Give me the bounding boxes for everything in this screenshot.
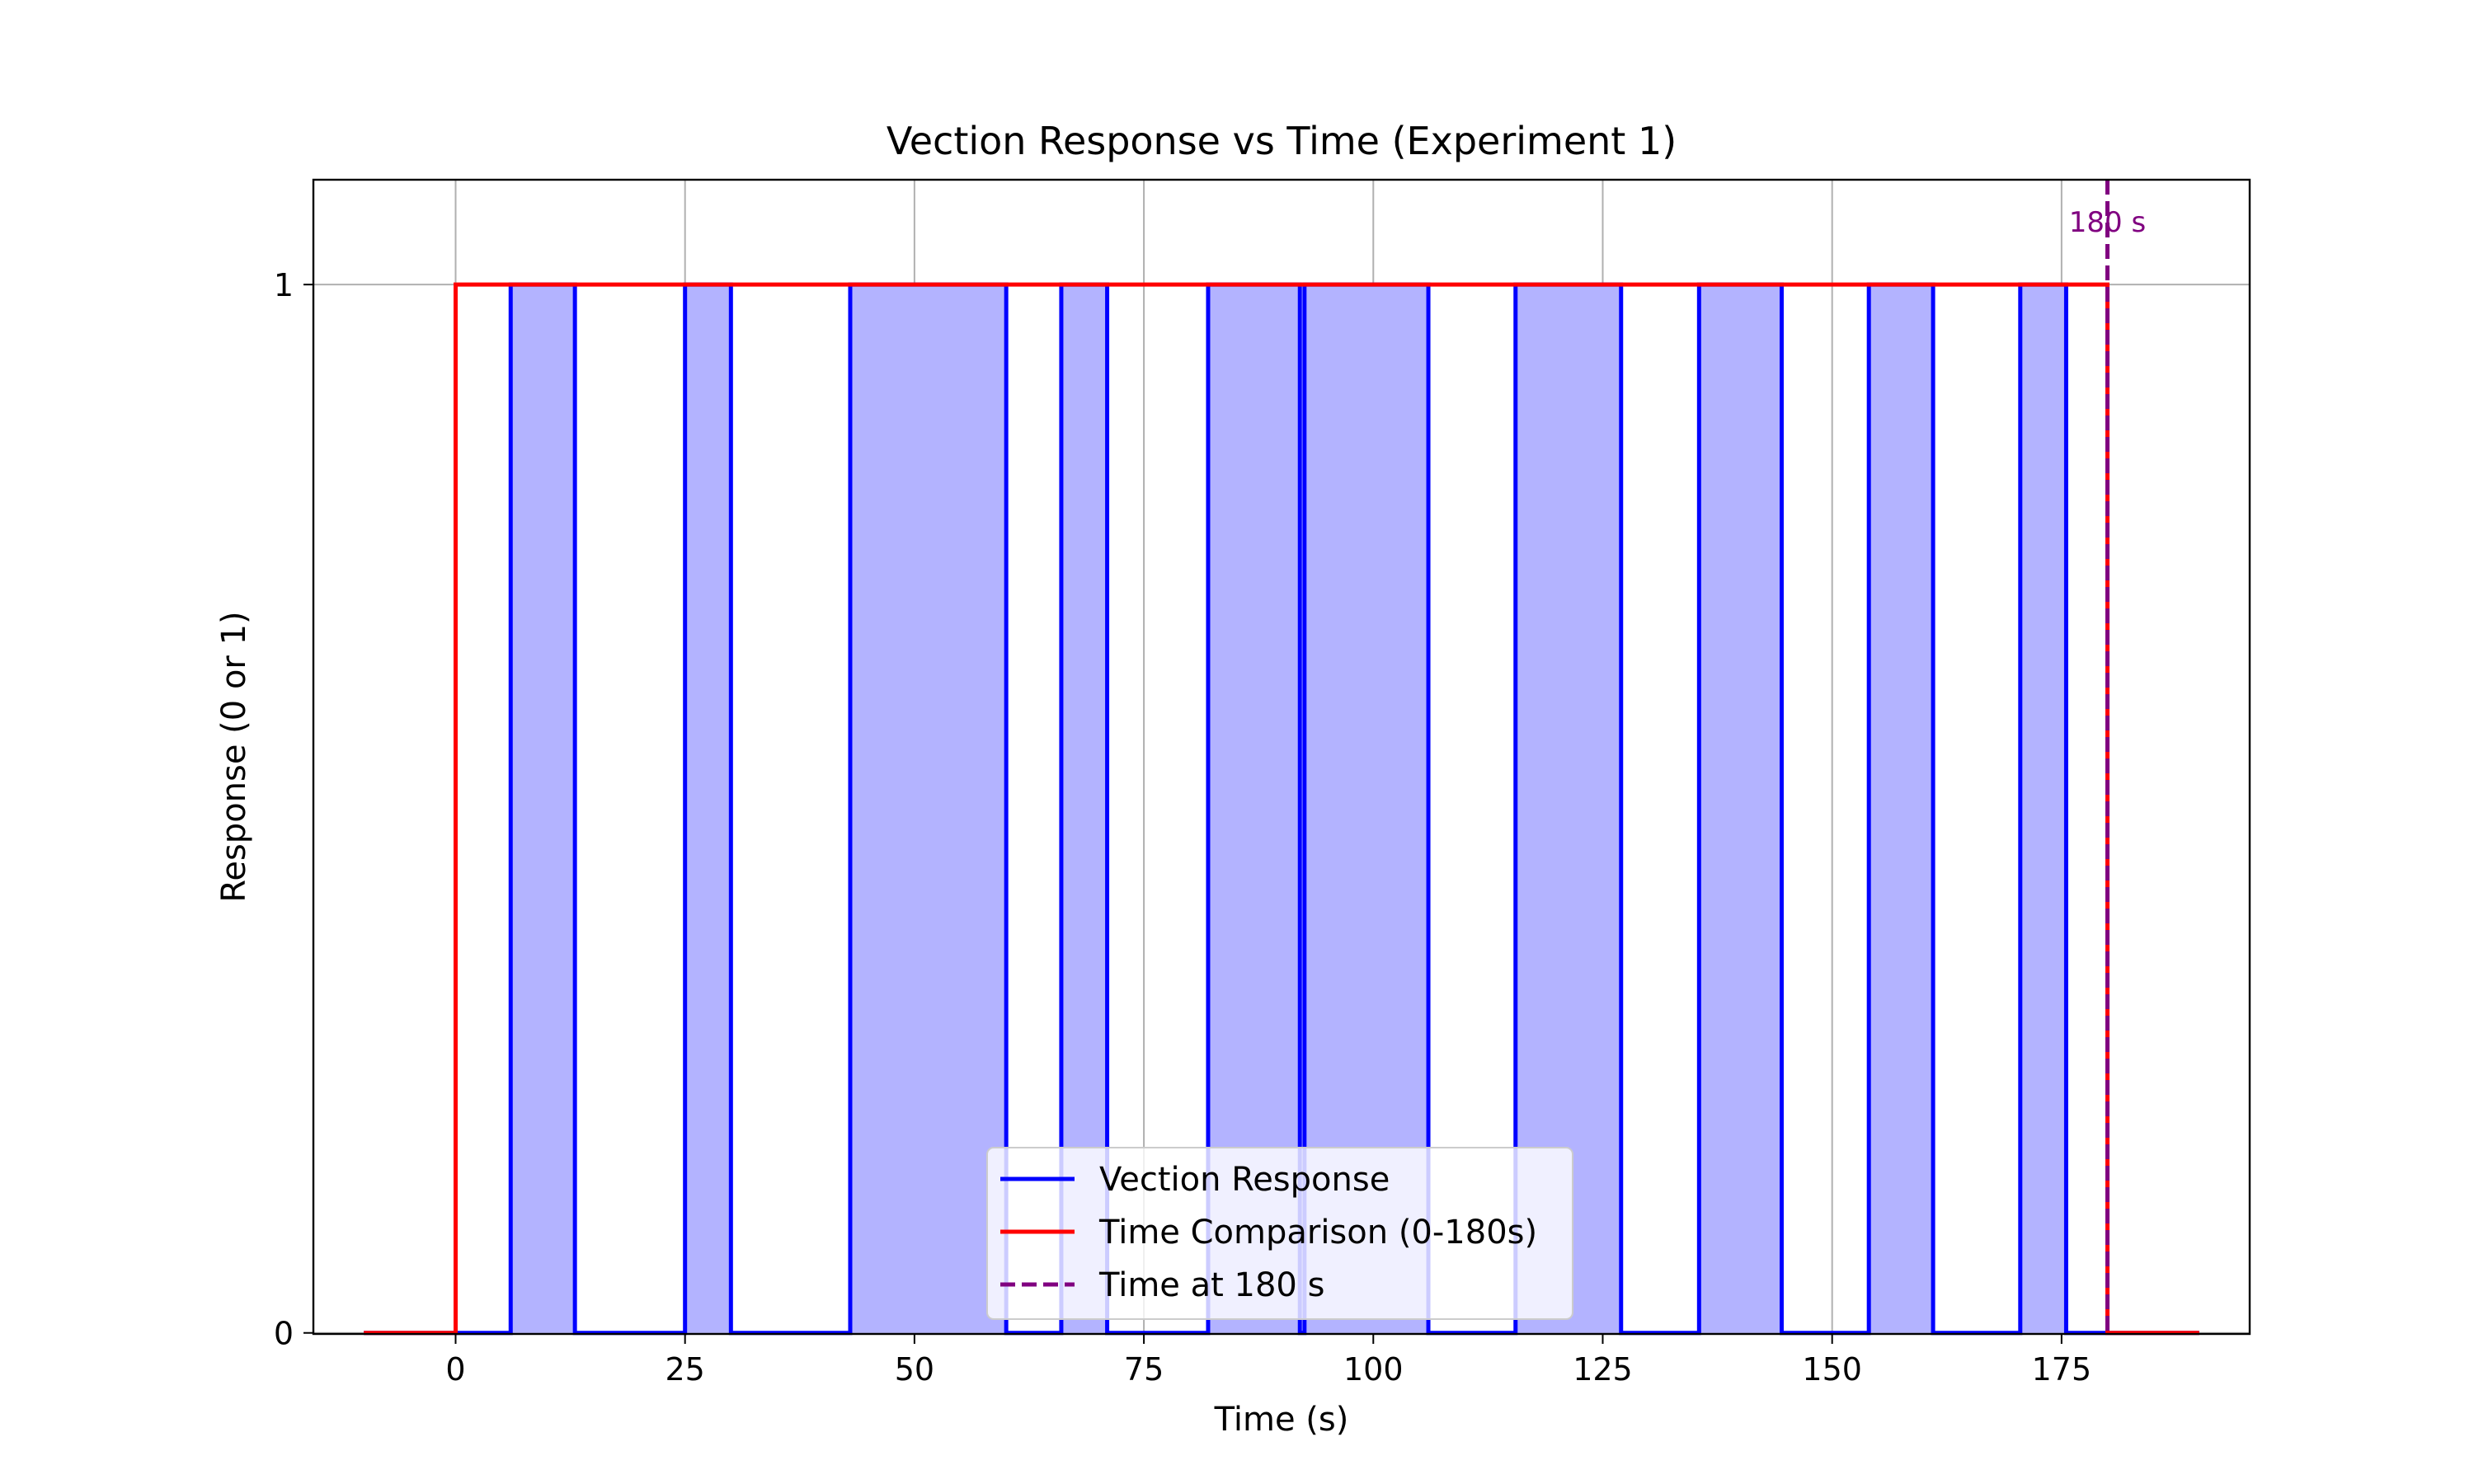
response-fill bbox=[1699, 284, 1782, 1333]
y-tick-label: 0 bbox=[274, 1316, 294, 1352]
x-tick-label: 75 bbox=[1124, 1351, 1164, 1388]
x-tick-label: 100 bbox=[1343, 1351, 1404, 1388]
response-fill bbox=[2020, 284, 2067, 1333]
annotations: 180 s bbox=[2069, 206, 2146, 239]
x-axis-label: Time (s) bbox=[1214, 1401, 1349, 1439]
response-fill bbox=[1869, 284, 1934, 1333]
x-tick-label: 25 bbox=[666, 1351, 705, 1388]
response-fill bbox=[510, 284, 576, 1333]
response-fill bbox=[849, 284, 1007, 1333]
x-tick-label: 0 bbox=[445, 1351, 465, 1388]
series-lines bbox=[364, 180, 2199, 1336]
plot-frame bbox=[312, 178, 2251, 1336]
x-tick-label: 175 bbox=[2032, 1351, 2092, 1388]
x-tick-label: 125 bbox=[1573, 1351, 1633, 1388]
axis-ticks: 0 25 50 75 100 125 150 175 0 1 bbox=[274, 267, 2091, 1388]
response-fill bbox=[684, 284, 731, 1333]
annotation-180s: 180 s bbox=[2069, 206, 2146, 239]
x-tick-label: 50 bbox=[895, 1351, 934, 1388]
legend-label-time-180: Time at 180 s bbox=[1098, 1266, 1324, 1304]
legend-box bbox=[986, 1147, 1573, 1320]
y-tick-label: 1 bbox=[274, 267, 294, 303]
x-tick-label: 150 bbox=[1802, 1351, 1862, 1388]
time-comparison-line bbox=[364, 282, 2199, 1336]
legend-label-vection: Vection Response bbox=[1099, 1161, 1390, 1199]
legend: Vection Response Time Comparison (0-180s… bbox=[986, 1147, 1573, 1320]
y-axis-label: Response (0 or 1) bbox=[215, 611, 253, 902]
legend-label-time-comparison: Time Comparison (0-180s) bbox=[1098, 1214, 1537, 1252]
chart-title: Vection Response vs Time (Experiment 1) bbox=[887, 119, 1677, 163]
